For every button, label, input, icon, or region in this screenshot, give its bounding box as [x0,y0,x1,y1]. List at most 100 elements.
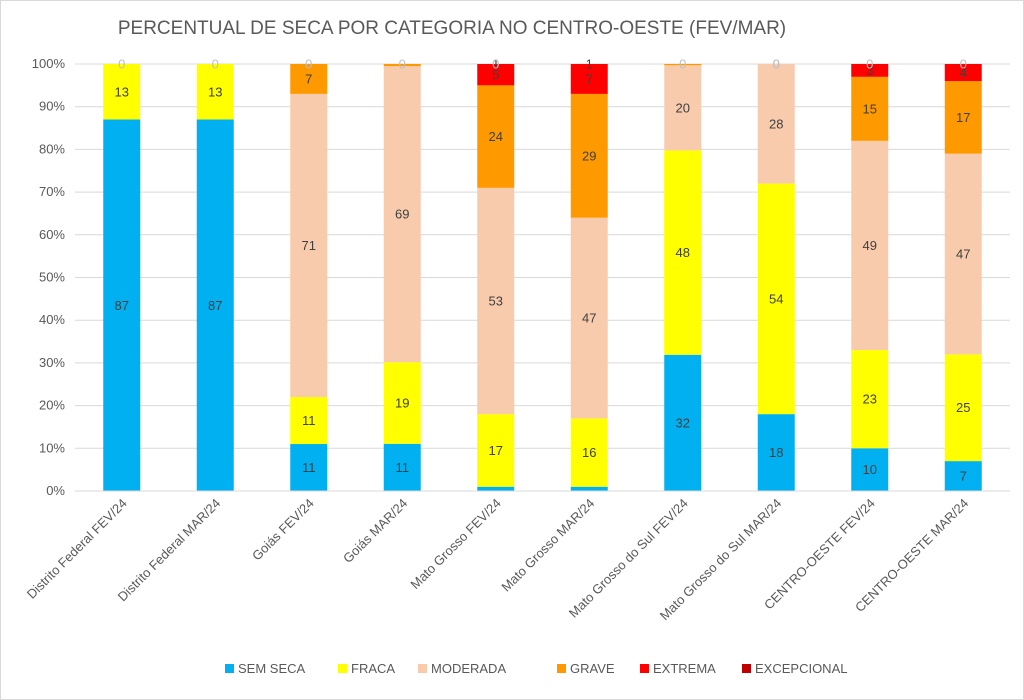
legend-label: GRAVE [570,661,615,676]
data-label: 0 [773,57,780,72]
chart-title: PERCENTUAL DE SECA POR CATEGORIA NO CENT… [118,18,786,39]
bar-segment-fraca [851,350,889,449]
data-label: 1 [492,57,499,72]
data-label: 7 [305,71,312,86]
data-label: 17 [489,443,503,458]
legend-label: EXCEPCIONAL [755,661,847,676]
data-label: 0 [305,57,312,72]
data-label: 0 [960,57,967,72]
bar-segment-moderada [477,187,515,415]
data-label: 11 [302,413,316,428]
bar-segment-fraca [944,354,982,462]
data-label: 17 [956,110,970,125]
data-label: 13 [208,84,222,99]
legend-swatch-extrema [640,664,649,673]
bar-segment-grave [383,64,421,67]
data-label: 4 [960,65,967,80]
bar-segment-moderada [757,64,795,184]
data-label: 47 [956,247,970,262]
bar-segment-sem-seca [290,444,328,491]
data-label: 69 [395,207,409,222]
legend-swatch-excepcional [742,664,751,673]
data-label: 15 [863,101,877,116]
data-label: 5 [492,67,499,82]
bars [103,64,982,491]
y-tick-label: 40% [39,312,65,327]
data-label: 24 [489,129,503,144]
data-label: 20 [676,100,690,115]
bar-segment-sem-seca [196,119,234,491]
data-label: 7 [586,71,593,86]
data-label: 48 [676,245,690,260]
bar-segment-grave [570,93,608,218]
bar-segment-grave [477,85,515,188]
legend-label: FRACA [351,661,395,676]
legend-label: EXTREMA [653,661,716,676]
data-label: 28 [769,116,783,131]
data-label: 1 [586,57,593,72]
data-label: 0 [212,57,219,72]
bar-segment-moderada [851,140,889,351]
bar-segment-extrema [851,64,889,77]
bar-segment-moderada [570,217,608,419]
data-label: 11 [302,460,316,475]
bar-segment-extrema [477,64,515,86]
x-tick-label: Distrito Federal MAR/24 [115,496,224,605]
bar-segment-fraca [290,397,328,445]
y-tick-label: 60% [39,227,65,242]
bar-segment-grave [664,64,702,66]
data-label: 29 [582,148,596,163]
data-label: 11 [396,460,410,475]
legend-label: SEM SECA [238,661,306,676]
data-label: 7 [960,469,967,484]
bar-segment-moderada [664,65,702,151]
bar-segment-fraca [103,64,141,120]
data-label: 47 [582,311,596,326]
data-label: 0 [118,57,125,72]
legend-label: MODERADA [431,661,506,676]
data-label: 18 [769,445,783,460]
data-label: 54 [769,291,783,306]
bar-segment-sem-seca [103,119,141,491]
data-label: 87 [115,298,129,313]
legend-swatch-fraca [338,664,347,673]
data-label: 0 [492,57,499,72]
y-tick-label: 100% [32,56,66,71]
y-tick-label: 10% [39,440,65,455]
data-label: 32 [676,415,690,430]
bar-segment-moderada [383,66,421,363]
data-label: 25 [956,400,970,415]
data-label: 16 [582,445,596,460]
bar-segment-fraca [757,183,795,415]
bar-segment-sem-seca [664,354,702,491]
legend-swatch-moderada [418,664,427,673]
data-label: 19 [395,396,409,411]
bar-segment-extrema [570,64,608,94]
bar-segment-sem-seca [757,414,795,491]
data-label: 0 [399,57,406,72]
x-tick-label: Mato Grosso MAR/24 [498,496,597,595]
y-tick-label: 50% [39,270,65,285]
data-label: 3 [866,63,873,78]
data-label: 0 [773,57,780,72]
bar-segment-moderada [290,93,328,398]
x-tick-label: Distrito Federal FEV/24 [24,496,130,602]
bar-segment-grave [851,76,889,141]
bar-segment-extrema [944,64,982,82]
bar-segment-grave [290,64,328,94]
y-tick-label: 20% [39,398,65,413]
y-tick-label: 0% [46,483,65,498]
bar-segment-fraca [570,418,608,487]
x-tick-label: Mato Grosso FEV/24 [407,496,503,592]
y-tick-label: 90% [39,99,65,114]
bar-segment-sem-seca [944,461,982,491]
bar-segment-sem-seca [570,486,608,491]
bar-segment-fraca [477,414,515,487]
data-label: 53 [489,293,503,308]
bar-segment-sem-seca [851,448,889,491]
x-tick-label: Goiás FEV/24 [249,496,317,564]
data-label: 71 [302,238,316,253]
